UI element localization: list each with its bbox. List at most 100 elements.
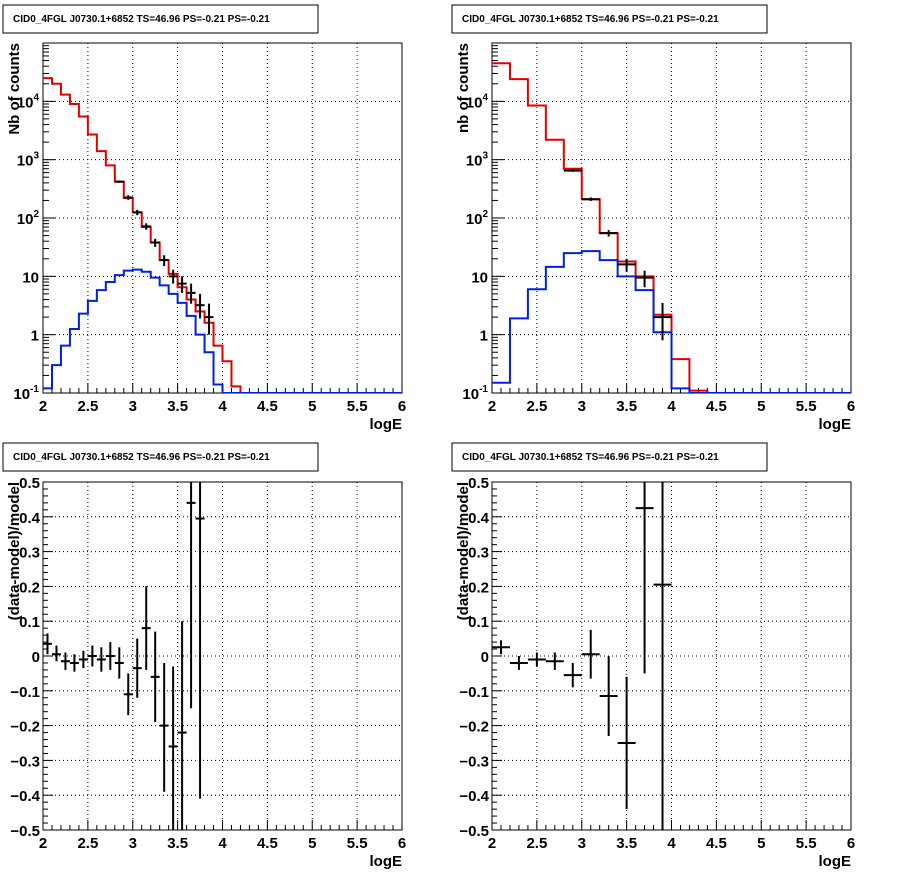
data-point xyxy=(141,223,151,230)
x-tick-label: 2 xyxy=(488,835,496,852)
y-tick-label: −0.2 xyxy=(10,719,40,736)
residual-point xyxy=(653,482,672,830)
y-tick-label: 0.3 xyxy=(19,545,40,562)
residual-point xyxy=(195,482,205,799)
y-axis-title: Nb of counts xyxy=(6,43,23,135)
data-point xyxy=(653,302,672,341)
y-tick-label: 102 xyxy=(17,209,40,228)
residual-point xyxy=(96,647,106,672)
y-tick-label: 0.1 xyxy=(19,614,40,631)
residual-point xyxy=(60,652,70,670)
y-tick-label: −0.4 xyxy=(459,788,489,805)
chart-title: CID0_4FGL J0730.1+6852 TS=46.96 PS=-0.21… xyxy=(13,14,270,25)
y-tick-label: −0.3 xyxy=(10,753,40,770)
data-point xyxy=(617,258,636,272)
y-tick-label: −0.4 xyxy=(10,788,40,805)
y-tick-label: 0.5 xyxy=(468,475,489,492)
residual-point xyxy=(141,586,151,670)
y-tick-label: −0.2 xyxy=(459,719,489,736)
plot-area xyxy=(492,62,851,393)
x-tick-label: 3.5 xyxy=(616,398,637,415)
y-tick-label: 103 xyxy=(17,151,40,170)
x-tick-label: 4.5 xyxy=(706,398,727,415)
x-axis-title: logE xyxy=(819,416,852,433)
x-tick-label: 5 xyxy=(757,398,765,415)
x-tick-label: 6 xyxy=(398,835,406,852)
data-point xyxy=(114,180,124,183)
residual-point xyxy=(635,482,654,674)
x-tick-label: 2.5 xyxy=(77,835,98,852)
x-tick-label: 3.5 xyxy=(167,835,188,852)
residual-point xyxy=(150,631,160,723)
x-tick-label: 4 xyxy=(667,835,676,852)
residual-point xyxy=(132,638,142,698)
residual-point xyxy=(168,666,178,830)
x-tick-label: 6 xyxy=(847,398,855,415)
x-tick-label: 3 xyxy=(129,398,137,415)
data-point xyxy=(195,293,205,319)
y-tick-label: 0 xyxy=(32,649,40,666)
x-tick-label: 2.5 xyxy=(77,398,98,415)
residual-point xyxy=(492,640,510,655)
y-tick-label: 104 xyxy=(17,92,40,111)
x-tick-label: 2.5 xyxy=(526,398,547,415)
y-tick-label: 0.4 xyxy=(468,510,490,527)
title-box xyxy=(451,442,768,472)
y-axis-title: nb of counts xyxy=(455,43,472,133)
y-tick-label: 0 xyxy=(481,649,489,666)
x-tick-label: 4 xyxy=(218,398,227,415)
x-tick-label: 3 xyxy=(129,835,137,852)
y-tick-label: 102 xyxy=(466,209,489,228)
data-point xyxy=(204,303,214,335)
residual-point xyxy=(527,652,546,667)
y-tick-label: 0.2 xyxy=(468,579,489,596)
y-tick-label: −0.1 xyxy=(10,684,40,701)
data-point xyxy=(186,283,196,304)
x-axis-title: logE xyxy=(370,416,403,433)
y-axis-title: (data-model)/model xyxy=(6,482,23,620)
x-tick-label: 6 xyxy=(398,398,406,415)
x-tick-label: 3 xyxy=(578,835,586,852)
residual-point xyxy=(186,482,196,709)
residual-point xyxy=(78,650,88,669)
data-point xyxy=(168,269,178,284)
y-tick-label: 0.4 xyxy=(19,510,41,527)
residual-point xyxy=(617,676,636,810)
residual-point xyxy=(545,652,564,670)
y-tick-label: 1 xyxy=(480,328,488,345)
panel-top-right: 2 2.5 3 3.5 4 4.5 5 5.5 6 10-1 1 10 102 103 104 logE nb … xyxy=(451,4,855,433)
residual-point xyxy=(51,645,61,662)
residual-point xyxy=(159,662,169,792)
data-point xyxy=(177,276,187,293)
residual-point xyxy=(87,645,97,667)
residual-point xyxy=(105,642,115,670)
model-total-histogram xyxy=(43,77,402,393)
x-tick-label: 5.5 xyxy=(347,398,368,415)
chart-title: CID0_4FGL J0730.1+6852 TS=46.96 PS=-0.21… xyxy=(462,14,719,25)
y-axis-title: (data-model)/model xyxy=(455,482,472,620)
y-tick-label: 10-1 xyxy=(13,384,39,403)
residual-point xyxy=(509,656,528,670)
residual-point xyxy=(599,656,618,737)
x-tick-label: 4 xyxy=(667,398,676,415)
y-tick-label: 0.2 xyxy=(19,579,40,596)
model-source-histogram xyxy=(43,268,402,393)
y-tick-label: 0.5 xyxy=(19,475,40,492)
residual-point xyxy=(123,673,133,716)
x-tick-label: 5 xyxy=(757,835,765,852)
y-tick-label: 10-1 xyxy=(462,384,488,403)
x-tick-label: 5 xyxy=(308,398,316,415)
y-tick-label: 104 xyxy=(466,92,489,111)
y-tick-label: 10 xyxy=(471,269,488,286)
y-tick-label: 103 xyxy=(466,151,489,170)
x-tick-label: 5.5 xyxy=(796,835,817,852)
x-tick-label: 6 xyxy=(847,835,855,852)
y-tick-label: −0.5 xyxy=(459,823,489,840)
residual-point xyxy=(581,629,600,679)
y-tick-label: 0.3 xyxy=(468,545,489,562)
chart-title: CID0_4FGL J0730.1+6852 TS=46.96 PS=-0.21… xyxy=(462,452,719,463)
x-tick-label: 5 xyxy=(308,835,316,852)
model-source-histogram xyxy=(492,250,851,393)
y-tick-label: 0.1 xyxy=(468,614,489,631)
x-axis-title: logE xyxy=(370,853,403,870)
